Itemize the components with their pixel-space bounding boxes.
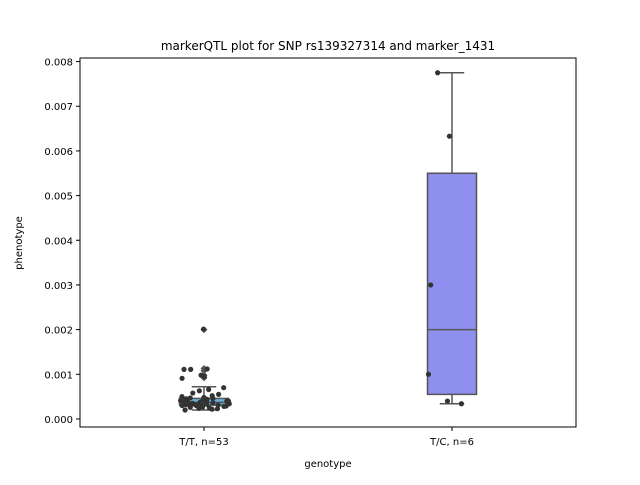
data-point: [204, 366, 210, 372]
data-point: [210, 400, 216, 406]
data-point: [435, 70, 441, 76]
chart-title: markerQTL plot for SNP rs139327314 and m…: [161, 39, 495, 53]
data-point: [196, 405, 202, 411]
data-point: [206, 386, 212, 393]
plot-content: [178, 70, 478, 413]
y-tick-label: 0.007: [44, 102, 73, 113]
data-point: [201, 373, 207, 380]
plot-frame: [79, 57, 577, 428]
strip-points: [178, 326, 232, 413]
data-point: [179, 394, 185, 400]
data-point: [425, 371, 432, 377]
y-tick-label: 0.003: [44, 281, 73, 292]
box-group: [426, 71, 478, 405]
x-tick-label: T/T, n=53: [178, 437, 228, 448]
y-tick-label: 0.004: [44, 236, 73, 247]
data-point: [188, 366, 194, 372]
data-point: [209, 406, 215, 412]
data-point: [221, 385, 227, 391]
data-point: [187, 404, 193, 410]
data-point: [214, 406, 221, 412]
y-axis: 0.000 0.001 0.002 0.003 0.004 0.005 0.006 0.007…: [44, 58, 80, 426]
strip-points: [425, 70, 465, 407]
data-point: [196, 388, 202, 394]
y-tick-label: 0.005: [44, 192, 73, 203]
y-tick-label: 0.006: [44, 147, 73, 158]
data-point: [210, 395, 216, 402]
data-point: [203, 401, 210, 407]
y-tick-label: 0.002: [44, 326, 73, 337]
data-point: [458, 401, 465, 407]
x-axis-label: genotype: [304, 459, 351, 470]
y-axis-label: phenotype: [14, 216, 25, 270]
data-point: [446, 133, 453, 139]
data-point: [221, 403, 227, 410]
data-point: [182, 407, 188, 413]
data-point: [200, 326, 207, 332]
data-point: [216, 391, 222, 397]
data-point: [181, 366, 187, 372]
y-tick-label: 0.008: [44, 58, 73, 69]
x-tick-label: T/C, n=6: [429, 437, 474, 448]
data-point: [179, 402, 185, 409]
y-tick-label: 0.001: [44, 370, 73, 381]
data-point: [179, 375, 185, 381]
data-point: [428, 282, 434, 288]
data-point: [444, 398, 451, 404]
box-body: [426, 172, 478, 396]
y-tick-label: 0.000: [44, 415, 73, 426]
x-axis: T/T, n=53 T/C, n=6: [178, 427, 474, 448]
data-point: [190, 390, 196, 396]
